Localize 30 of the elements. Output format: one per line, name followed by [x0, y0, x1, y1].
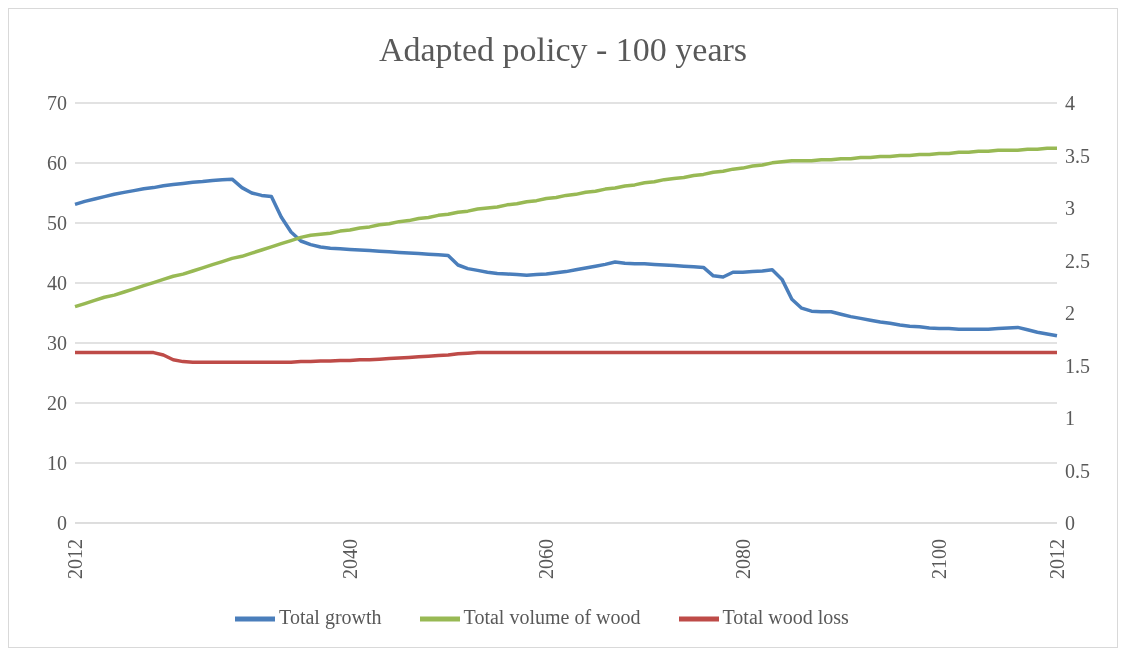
- x-tick-label: 2080: [731, 539, 754, 579]
- y2-tick-label: 2.5: [1065, 249, 1090, 272]
- legend-label: Total volume of wood: [463, 605, 641, 628]
- y2-tick-label: 1.5: [1065, 354, 1090, 377]
- y-tick-label: 40: [47, 272, 67, 295]
- y-tick-label: 50: [47, 212, 67, 235]
- y2-tick-label: 2: [1065, 302, 1075, 325]
- line-series: [73, 177, 1059, 338]
- y2-tick-label: 0: [1065, 512, 1075, 535]
- legend-label: Total growth: [279, 605, 382, 628]
- legend-label: Total wood loss: [722, 605, 849, 628]
- chart-title: Adapted policy - 100 years: [377, 30, 749, 70]
- y-tick-label: 60: [47, 152, 67, 175]
- y-tick-label: 0: [57, 512, 67, 535]
- y-tick-label: 20: [47, 392, 67, 415]
- line-series: [73, 146, 1059, 309]
- x-tick-label: 2012: [64, 539, 86, 579]
- x-tick-label: 2040: [338, 539, 361, 579]
- y2-tick-label: 1: [1065, 407, 1075, 430]
- x-tick-label: 2100: [928, 539, 951, 579]
- y2-tick-label: 3: [1065, 197, 1075, 220]
- y-tick-label: 70: [47, 92, 67, 115]
- y2-tick-label: 4: [1065, 92, 1075, 115]
- y-tick-label: 30: [47, 332, 67, 355]
- y2-tick-label: 0.5: [1065, 459, 1090, 482]
- y2-tick-label: 3.5: [1065, 144, 1090, 167]
- x-tick-label: 2060: [535, 539, 558, 579]
- line-series: [73, 350, 1059, 364]
- y-tick-label: 10: [47, 452, 67, 475]
- x-tick-label: 2012: [1046, 539, 1068, 579]
